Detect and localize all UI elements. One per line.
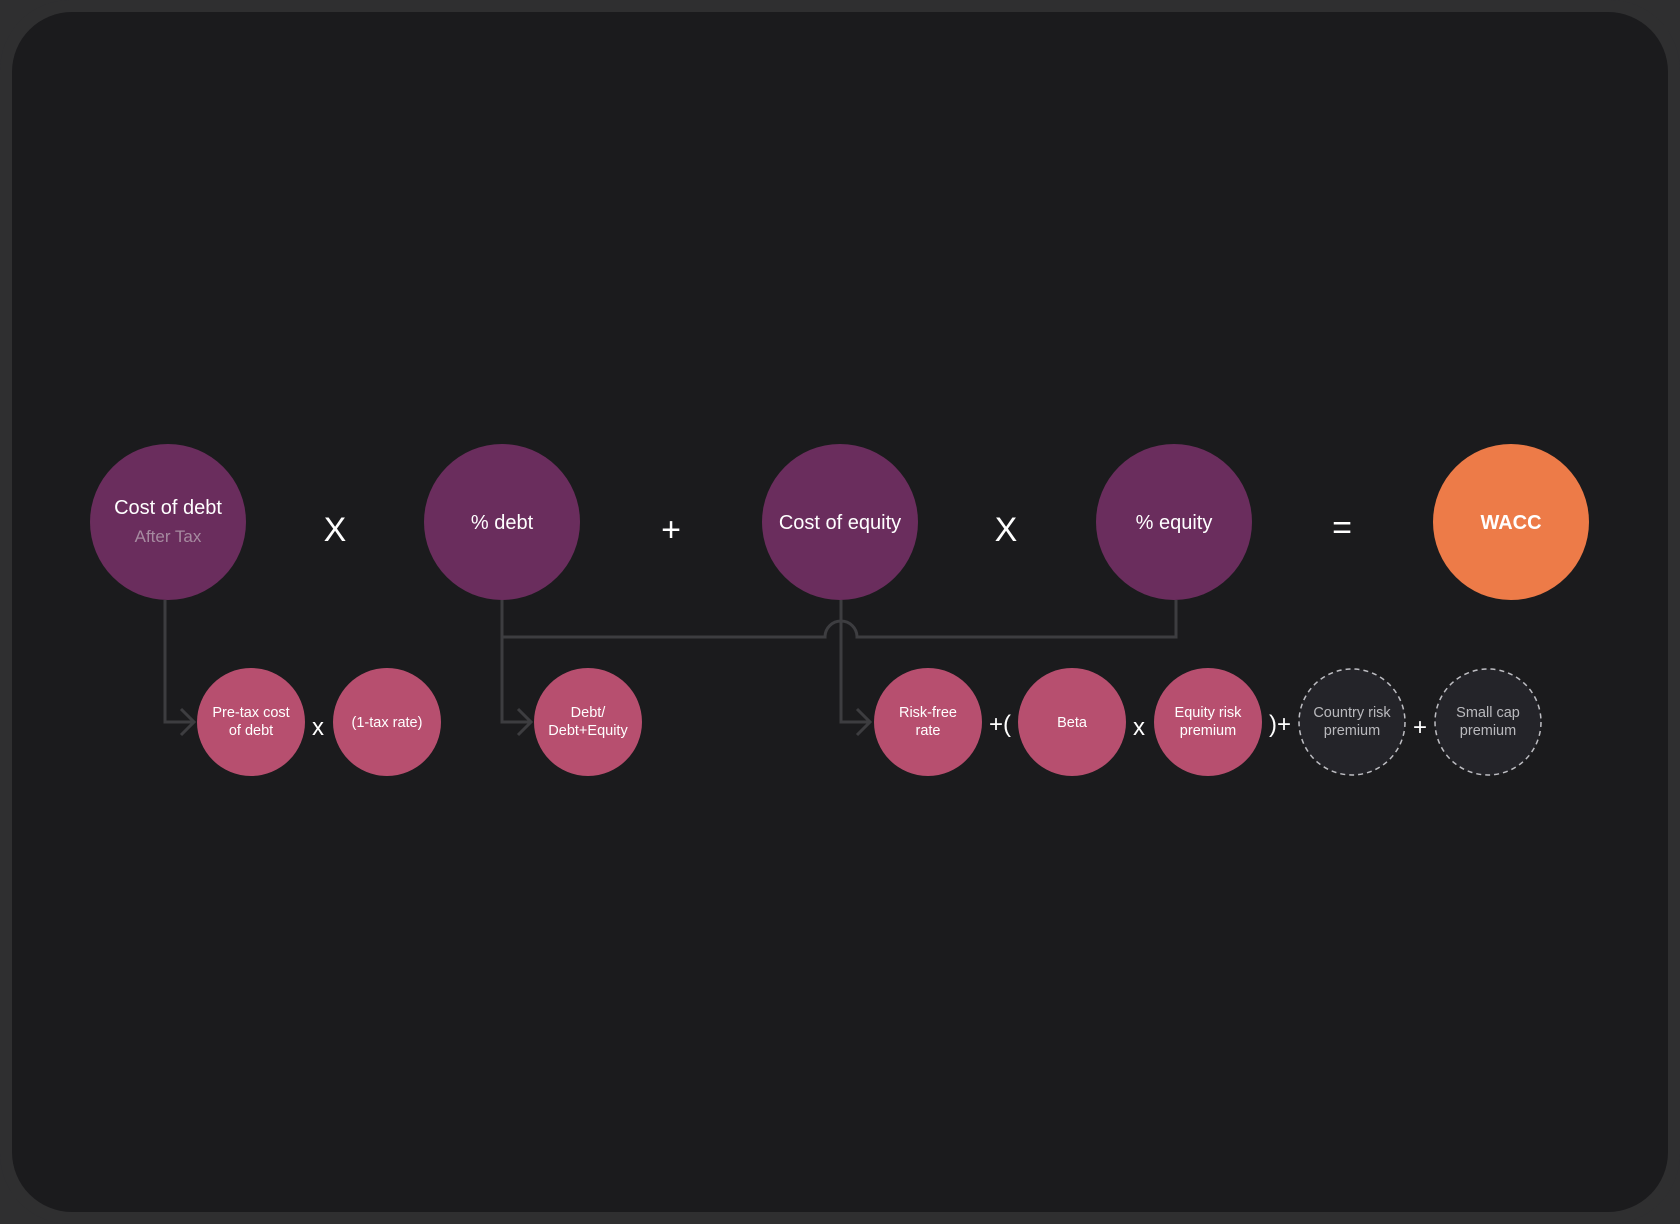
equals-operator: = — [1332, 509, 1352, 547]
node-country-risk-premium: Country risk premium — [1298, 668, 1406, 776]
node-label: WACC — [1480, 512, 1541, 534]
node-label: Small cap — [1456, 705, 1520, 721]
node-cost-of-equity: Cost of equity — [762, 444, 918, 600]
plus-operator: + — [661, 511, 681, 549]
node-label: premium — [1460, 723, 1516, 739]
node-label: premium — [1324, 723, 1380, 739]
node-cost-of-debt: Cost of debt After Tax — [90, 444, 246, 600]
connectors — [163, 600, 1178, 737]
multiply-operator: x — [1133, 714, 1145, 741]
connector-cost-of-debt — [163, 600, 193, 724]
arrow-head — [179, 707, 197, 737]
node-sublabel: After Tax — [135, 527, 202, 546]
plus-operator: + — [1413, 714, 1427, 741]
node-pct-equity: % equity — [1096, 444, 1252, 600]
node-label: Country risk — [1313, 705, 1391, 721]
node-label: Beta — [1057, 715, 1088, 731]
node-pretax-cost-of-debt: Pre-tax cost of debt — [197, 668, 305, 776]
node-beta: Beta — [1018, 668, 1126, 776]
node-equity-risk-premium: Equity risk premium — [1154, 668, 1262, 776]
plus-paren-operator: +( — [989, 711, 1011, 738]
node-label: Pre-tax cost — [212, 705, 289, 721]
connector-pct-debt — [500, 600, 530, 724]
node-debt-ratio: Debt/ Debt+Equity — [534, 668, 642, 776]
node-label: Equity risk — [1175, 705, 1243, 721]
connector-cost-of-equity — [839, 600, 869, 724]
node-label: % equity — [1136, 512, 1213, 534]
node-pct-debt: % debt — [424, 444, 580, 600]
node-label: rate — [916, 723, 941, 739]
node-wacc: WACC — [1433, 444, 1589, 600]
multiply-operator: X — [995, 511, 1018, 549]
node-label: of debt — [229, 723, 273, 739]
node-small-cap-premium: Small cap premium — [1434, 668, 1542, 776]
node-tax-rate: (1-tax rate) — [333, 668, 441, 776]
node-risk-free-rate: Risk-free rate — [874, 668, 982, 776]
node-label: premium — [1180, 723, 1236, 739]
paren-plus-operator: )+ — [1269, 711, 1291, 738]
arrow-head — [516, 707, 534, 737]
connector-weights-bus — [502, 600, 1178, 639]
arrow-head — [855, 707, 873, 737]
node-label: Cost of debt — [114, 497, 222, 519]
node-label: Debt+Equity — [548, 723, 628, 739]
multiply-operator: x — [312, 714, 324, 741]
node-label: Risk-free — [899, 705, 957, 721]
node-label: % debt — [471, 512, 534, 534]
node-label: Debt/ — [571, 705, 607, 721]
node-label: (1-tax rate) — [352, 715, 423, 731]
node-label: Cost of equity — [779, 512, 901, 534]
multiply-operator: X — [324, 511, 347, 549]
